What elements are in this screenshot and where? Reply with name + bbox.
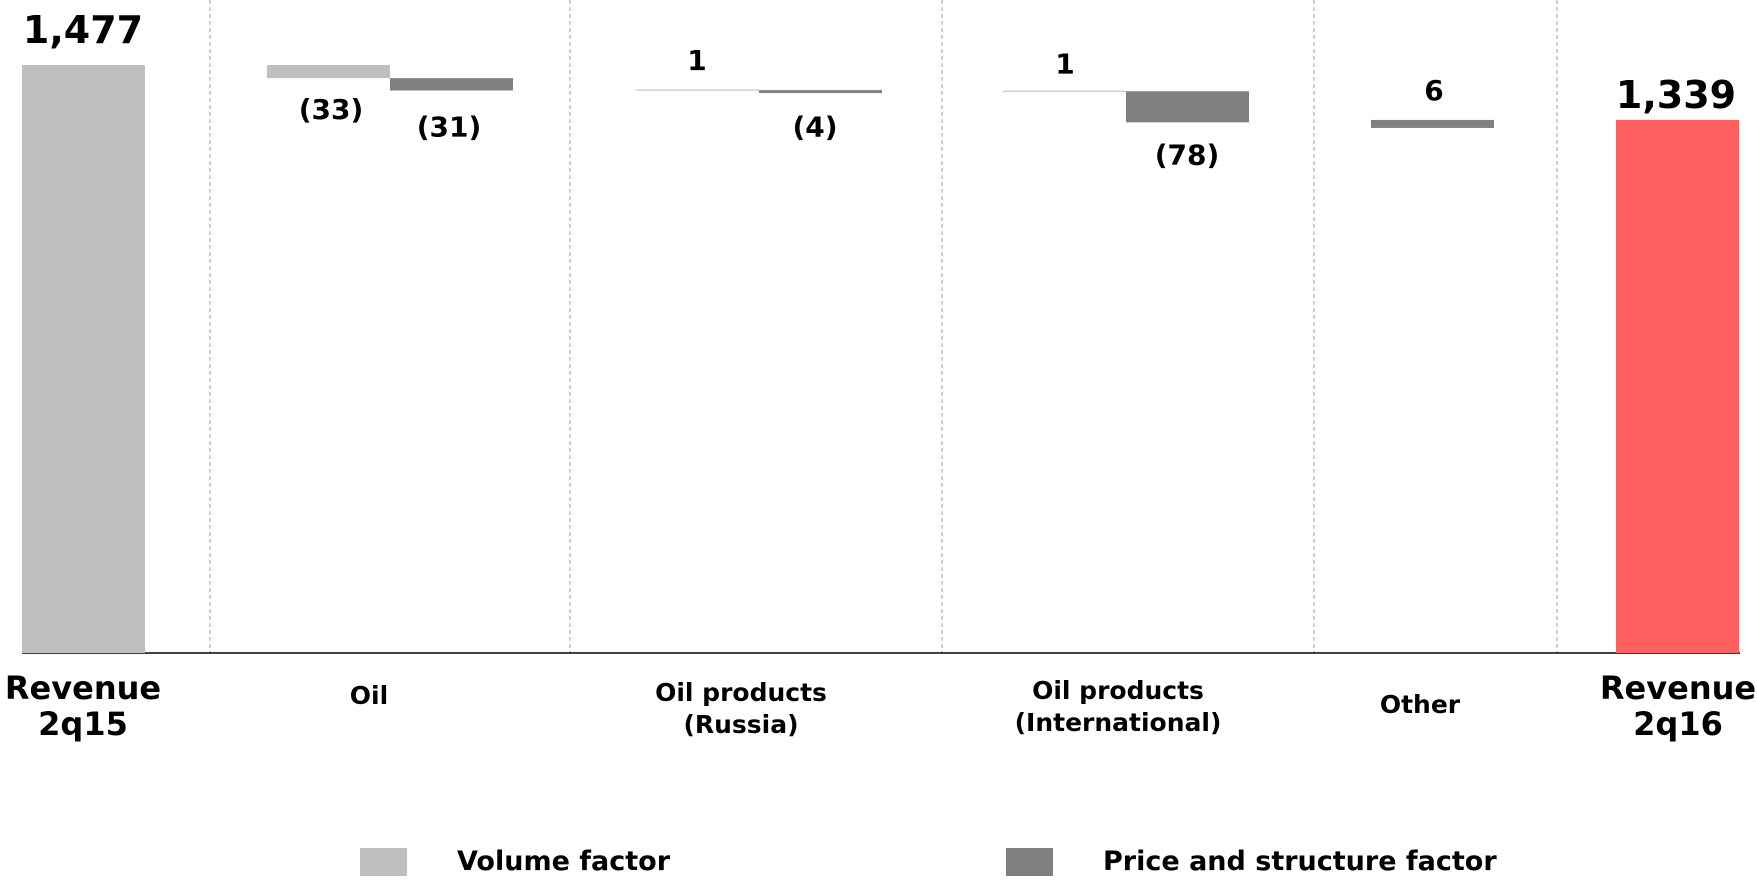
bar-oil-price bbox=[390, 78, 513, 91]
bar-revenue-2q16 bbox=[1616, 119, 1739, 654]
bar-label-oil-products-russia-price: (4) bbox=[792, 111, 837, 144]
bar-label-oil-volume: (33) bbox=[299, 93, 364, 126]
bar-label-oil-products-russia-volume: 1 bbox=[687, 44, 706, 77]
bar-label-other: 6 bbox=[1424, 74, 1443, 107]
bar-label-revenue-2q16: 1,339 bbox=[1616, 73, 1736, 117]
axis-label-oil-line-1: Oil bbox=[350, 681, 388, 710]
axis-label-revenue-2q16-line-2: 2q16 bbox=[1633, 705, 1723, 743]
axis-label-revenue-2q15-line-1: Revenue bbox=[5, 669, 161, 707]
axis-label-other-line-1: Other bbox=[1380, 690, 1461, 719]
bar-label-oil-products-international-volume: 1 bbox=[1055, 47, 1074, 80]
bar-oil-products-international-price bbox=[1126, 91, 1249, 123]
legend-swatch-price bbox=[1006, 847, 1053, 876]
axis-label-revenue-2q15-line-2: 2q15 bbox=[38, 705, 128, 743]
legend-item-volume: Volume factor bbox=[360, 846, 670, 877]
legend-item-price: Price and structure factor bbox=[1006, 846, 1497, 877]
bar-other bbox=[1371, 119, 1494, 128]
axis-label-oil-products-russia-line-2: (Russia) bbox=[683, 710, 798, 739]
axis-label-revenue-2q16-line-1: Revenue bbox=[1600, 669, 1756, 707]
bar-oil-products-russia-price bbox=[759, 90, 882, 94]
bar-label-revenue-2q15: 1,477 bbox=[23, 8, 143, 52]
bar-label-oil-products-international-price: (78) bbox=[1155, 138, 1220, 171]
bar-oil-volume bbox=[267, 65, 390, 79]
legend-label-volume: Volume factor bbox=[457, 846, 671, 877]
bar-revenue-2q15 bbox=[22, 65, 145, 653]
bar-label-oil-price: (31) bbox=[417, 110, 482, 143]
axis-label-oil-products-russia-line-1: Oil products bbox=[655, 678, 827, 707]
legend-label-price: Price and structure factor bbox=[1103, 846, 1497, 877]
legend-swatch-volume bbox=[360, 847, 407, 876]
axis-label-oil-products-international-line-2: (International) bbox=[1015, 708, 1222, 737]
axis-label-oil-products-international-line-1: Oil products bbox=[1032, 676, 1204, 705]
